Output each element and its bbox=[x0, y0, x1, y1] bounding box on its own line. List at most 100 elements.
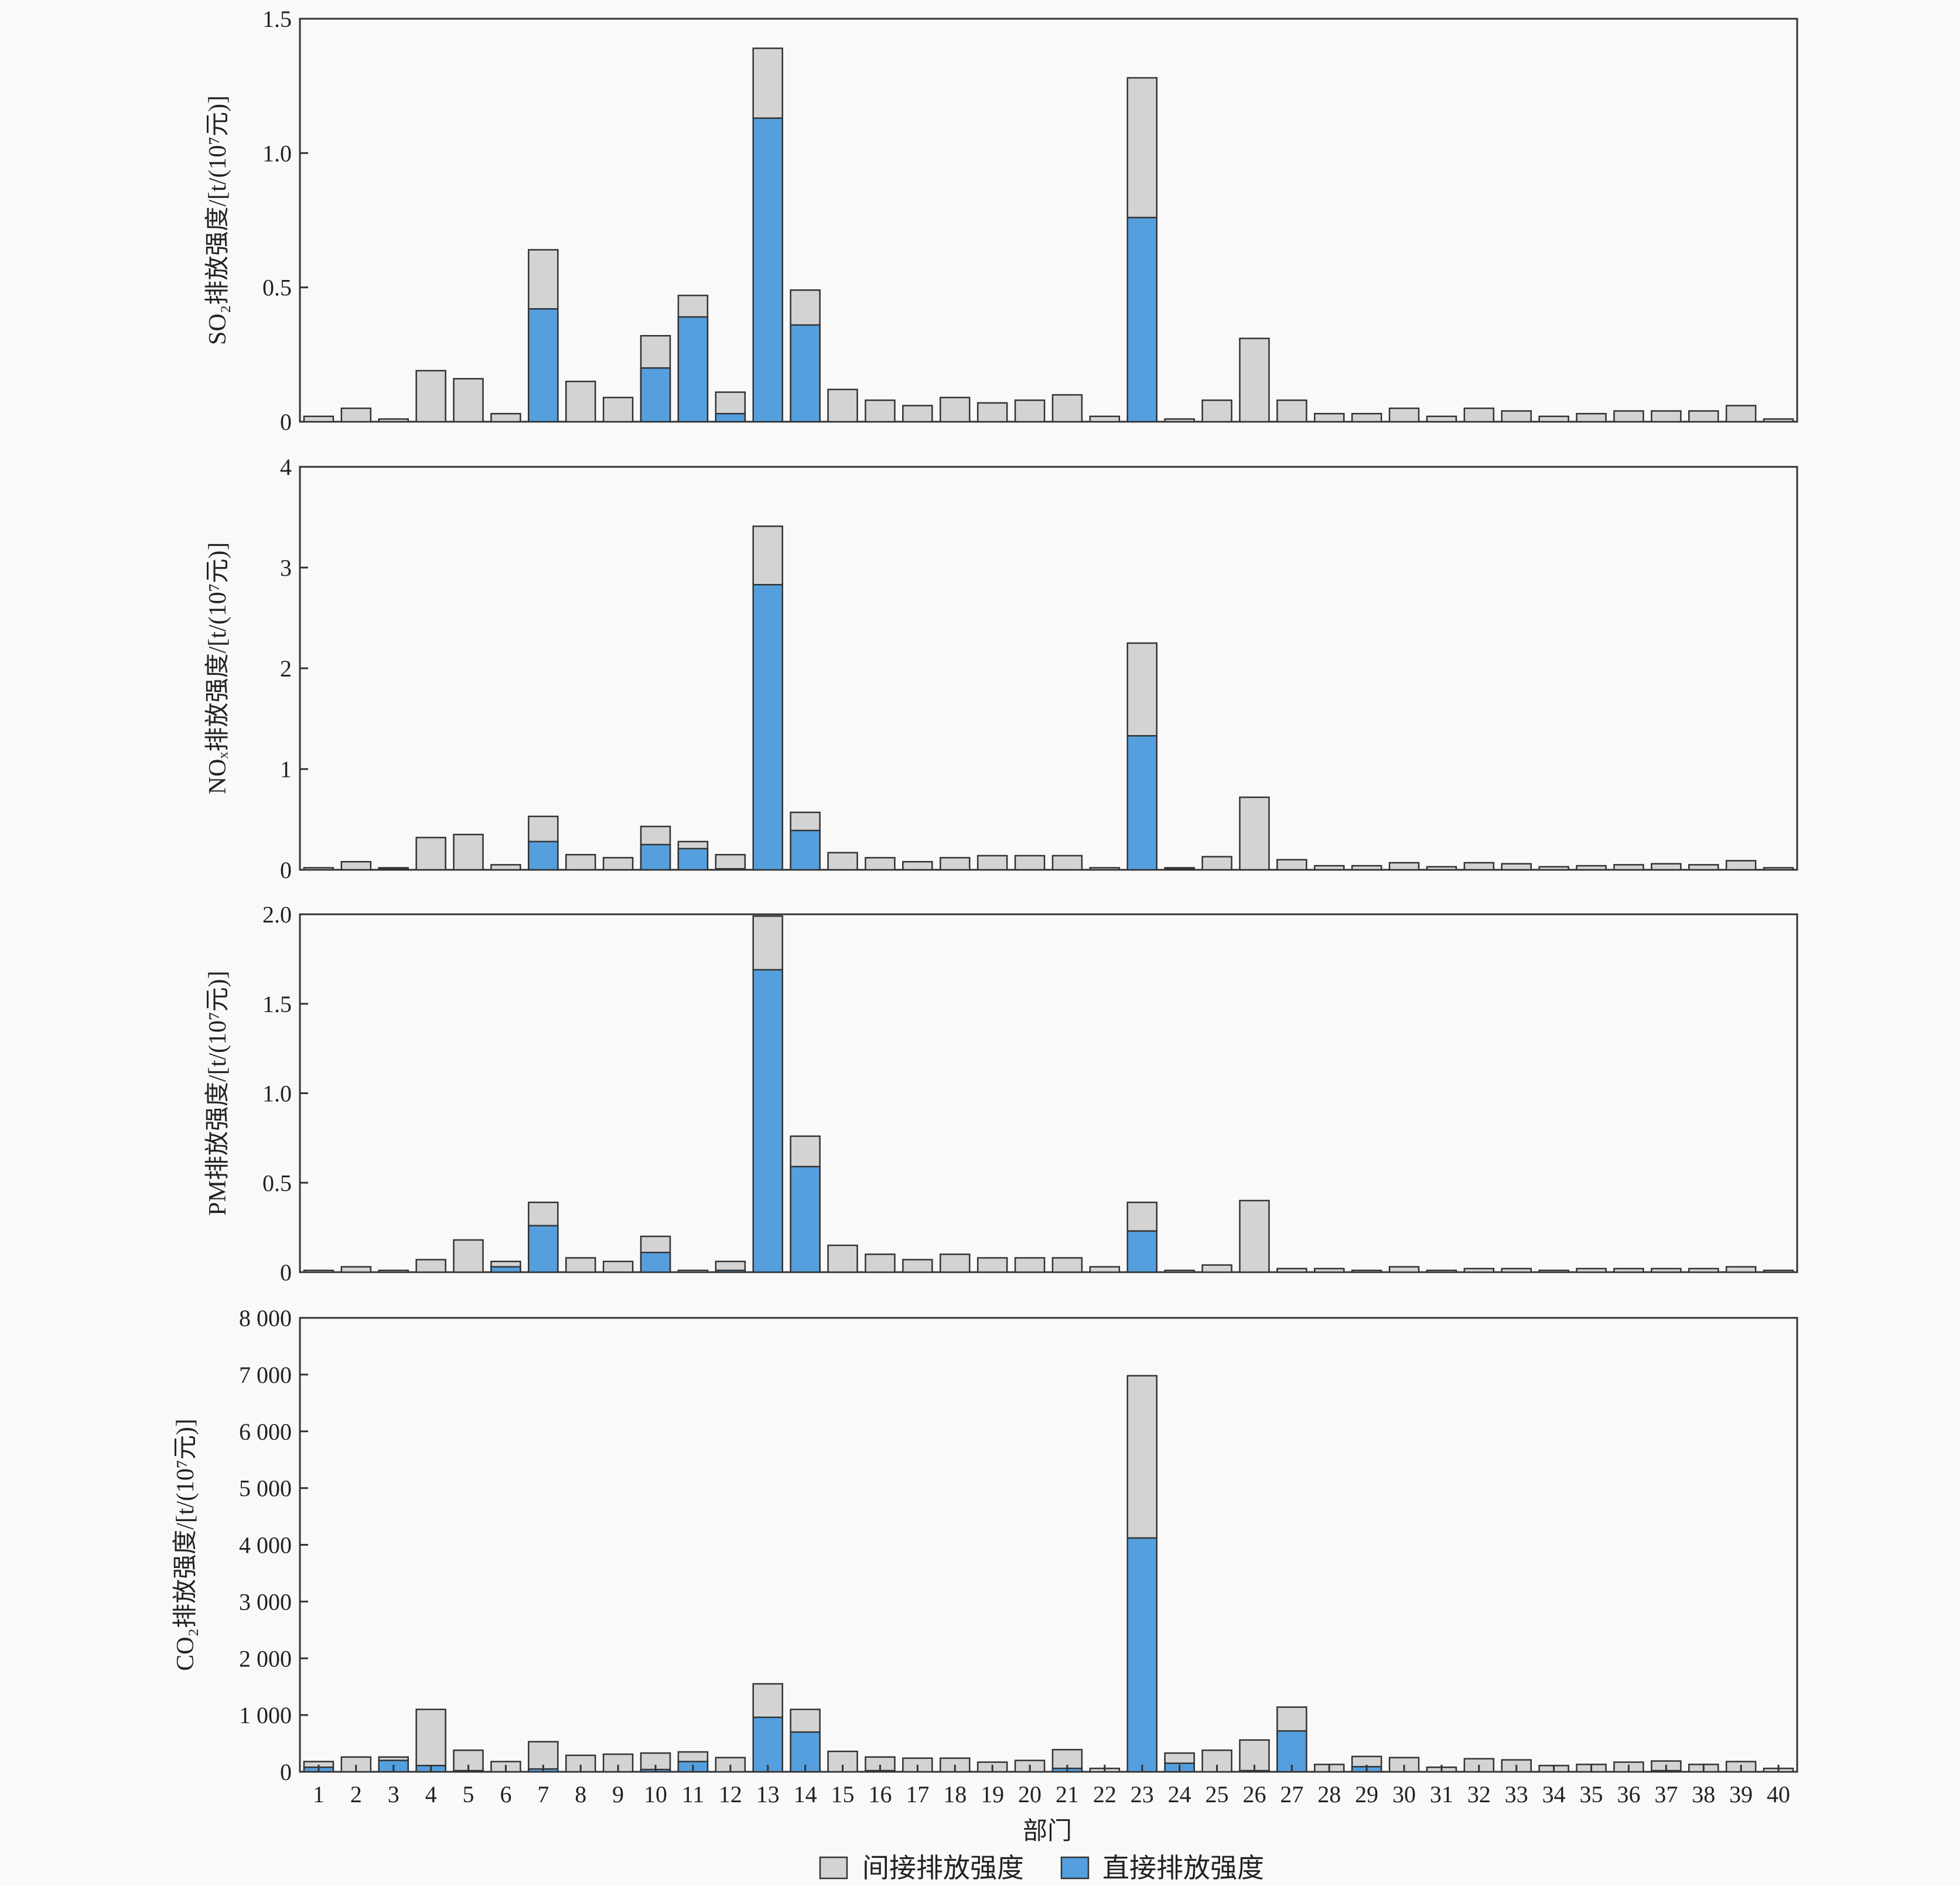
legend-label-direct: 直接排放强度 bbox=[1102, 1853, 1264, 1883]
x-tick-label: 6 bbox=[500, 1781, 511, 1808]
bar-indirect-sector-20 bbox=[1014, 1257, 1046, 1273]
bar-indirect-sector-35 bbox=[1576, 865, 1607, 871]
x-tick-label: 36 bbox=[1617, 1781, 1640, 1808]
bar-indirect-sector-16 bbox=[865, 1253, 896, 1273]
x-tick-label: 39 bbox=[1729, 1781, 1753, 1808]
bar-direct-sector-23 bbox=[1126, 217, 1157, 423]
x-tick-label: 23 bbox=[1131, 1781, 1154, 1808]
bar-indirect-sector-31 bbox=[1426, 415, 1457, 423]
bar-indirect-sector-12 bbox=[715, 853, 746, 871]
bar-indirect-sector-8 bbox=[565, 853, 596, 871]
x-tick-label: 32 bbox=[1467, 1781, 1491, 1808]
bar-indirect-sector-1 bbox=[303, 415, 334, 423]
x-tick-label: 27 bbox=[1280, 1781, 1303, 1808]
bar-direct-sector-11 bbox=[677, 848, 709, 871]
bar-indirect-sector-19 bbox=[976, 1257, 1008, 1273]
x-tick-label: 10 bbox=[644, 1781, 667, 1808]
y-tick-label: 2 000 bbox=[239, 1645, 292, 1672]
y-tick-label: 0.5 bbox=[262, 275, 292, 301]
bar-indirect-sector-20 bbox=[1014, 855, 1046, 871]
bar-indirect-sector-37 bbox=[1651, 863, 1682, 871]
bar-indirect-sector-37 bbox=[1651, 1267, 1682, 1273]
bar-indirect-sector-36 bbox=[1613, 410, 1644, 423]
x-tick-label: 13 bbox=[756, 1781, 780, 1808]
bar-indirect-sector-35 bbox=[1576, 1267, 1607, 1273]
bar-indirect-sector-11 bbox=[677, 1269, 709, 1273]
bar-indirect-sector-29 bbox=[1351, 412, 1382, 423]
y-tick-label: 5 000 bbox=[239, 1475, 292, 1502]
bar-indirect-sector-1 bbox=[303, 867, 334, 871]
bar-indirect-sector-30 bbox=[1388, 862, 1420, 871]
x-tick-label: 5 bbox=[463, 1781, 474, 1808]
x-tick-label: 16 bbox=[868, 1781, 892, 1808]
bar-direct-sector-13 bbox=[752, 117, 783, 423]
y-tick-label: 1 000 bbox=[239, 1702, 292, 1728]
y-axis-label: NOₓ排放强度/[t/(10⁷元)] bbox=[204, 542, 231, 794]
bar-direct-sector-14 bbox=[790, 324, 821, 423]
y-tick-label: 4 bbox=[280, 454, 292, 480]
x-tick-label: 28 bbox=[1317, 1781, 1341, 1808]
x-axis-sector-ticks: 1 2 3 4 5 6 7 8 9 10 11 12 13 14 15 16 17 18 19 20 21 22 23 24 2… bbox=[313, 1765, 1790, 1808]
y-tick-label: 1.5 bbox=[262, 6, 292, 32]
y-tick-label: 1.5 bbox=[262, 991, 292, 1017]
bar-indirect-sector-9 bbox=[602, 857, 634, 871]
bar-direct-sector-12 bbox=[715, 868, 746, 871]
y-tick-label: 3 000 bbox=[239, 1588, 292, 1615]
bar-indirect-sector-32 bbox=[1463, 1267, 1495, 1273]
bar-indirect-sector-32 bbox=[1463, 407, 1495, 423]
x-axis-label: 部门 bbox=[1023, 1818, 1072, 1845]
x-tick-label: 37 bbox=[1654, 1781, 1678, 1808]
bar-indirect-sector-28 bbox=[1314, 865, 1345, 871]
bar-direct-sector-14 bbox=[790, 1166, 821, 1273]
bar-indirect-sector-24 bbox=[1164, 418, 1195, 423]
x-tick-label: 20 bbox=[1018, 1781, 1042, 1808]
bar-indirect-sector-2 bbox=[340, 1266, 372, 1273]
bar-indirect-sector-36 bbox=[1613, 864, 1644, 871]
bar-indirect-sector-1 bbox=[303, 1269, 334, 1273]
bar-direct-sector-6 bbox=[490, 1266, 521, 1273]
bar-indirect-sector-8 bbox=[565, 1257, 596, 1273]
legend-swatch-indirect bbox=[819, 1856, 848, 1880]
bar-direct-sector-10 bbox=[640, 1252, 671, 1273]
bar-indirect-sector-15 bbox=[827, 852, 858, 871]
y-tick-label: 3 bbox=[280, 555, 292, 581]
bar-direct-sector-11 bbox=[677, 316, 709, 423]
bar-indirect-sector-31 bbox=[1426, 1269, 1457, 1273]
bar-indirect-sector-29 bbox=[1351, 865, 1382, 871]
x-tick-label: 35 bbox=[1580, 1781, 1603, 1808]
bar-indirect-sector-26 bbox=[1239, 1200, 1270, 1273]
bar-indirect-sector-32 bbox=[1463, 862, 1495, 871]
y-axis-label: SO₂排放强度/[t/(10⁷元)] bbox=[204, 95, 231, 345]
bar-indirect-sector-39 bbox=[1725, 860, 1757, 871]
x-tick-label: 29 bbox=[1355, 1781, 1378, 1808]
bar-direct-sector-24 bbox=[1164, 868, 1195, 871]
bar-indirect-sector-25 bbox=[1201, 1749, 1232, 1773]
bar-indirect-sector-4 bbox=[415, 1259, 446, 1273]
bar-direct-sector-10 bbox=[640, 843, 671, 871]
bar-indirect-sector-3 bbox=[378, 1269, 409, 1273]
bar-indirect-sector-27 bbox=[1276, 1267, 1307, 1273]
x-tick-label: 17 bbox=[906, 1781, 929, 1808]
bar-indirect-sector-33 bbox=[1501, 410, 1532, 423]
x-tick-label: 30 bbox=[1392, 1781, 1416, 1808]
bar-indirect-sector-5 bbox=[453, 378, 484, 423]
bar-direct-sector-3 bbox=[378, 868, 409, 871]
bar-indirect-sector-3 bbox=[378, 418, 409, 423]
bar-indirect-sector-25 bbox=[1201, 399, 1232, 423]
bar-indirect-sector-18 bbox=[940, 397, 971, 423]
bar-direct-sector-7 bbox=[528, 840, 559, 871]
bar-indirect-sector-25 bbox=[1201, 856, 1232, 871]
bar-indirect-sector-16 bbox=[865, 857, 896, 871]
bar-indirect-sector-28 bbox=[1314, 412, 1345, 423]
bar-indirect-sector-39 bbox=[1725, 1266, 1757, 1273]
y-tick-label: 0 bbox=[280, 1759, 292, 1785]
x-tick-label: 24 bbox=[1168, 1781, 1191, 1808]
y-tick-label: 0 bbox=[280, 409, 292, 435]
bar-indirect-sector-16 bbox=[865, 399, 896, 423]
x-tick-label: 18 bbox=[943, 1781, 967, 1808]
y-axis-label: CO₂排放强度/[t/(10⁷元)] bbox=[172, 1419, 199, 1671]
y-tick-label: 7 000 bbox=[239, 1362, 292, 1388]
bar-indirect-sector-4 bbox=[415, 1709, 446, 1773]
bar-indirect-sector-27 bbox=[1276, 399, 1307, 423]
x-tick-label: 1 bbox=[313, 1781, 325, 1808]
